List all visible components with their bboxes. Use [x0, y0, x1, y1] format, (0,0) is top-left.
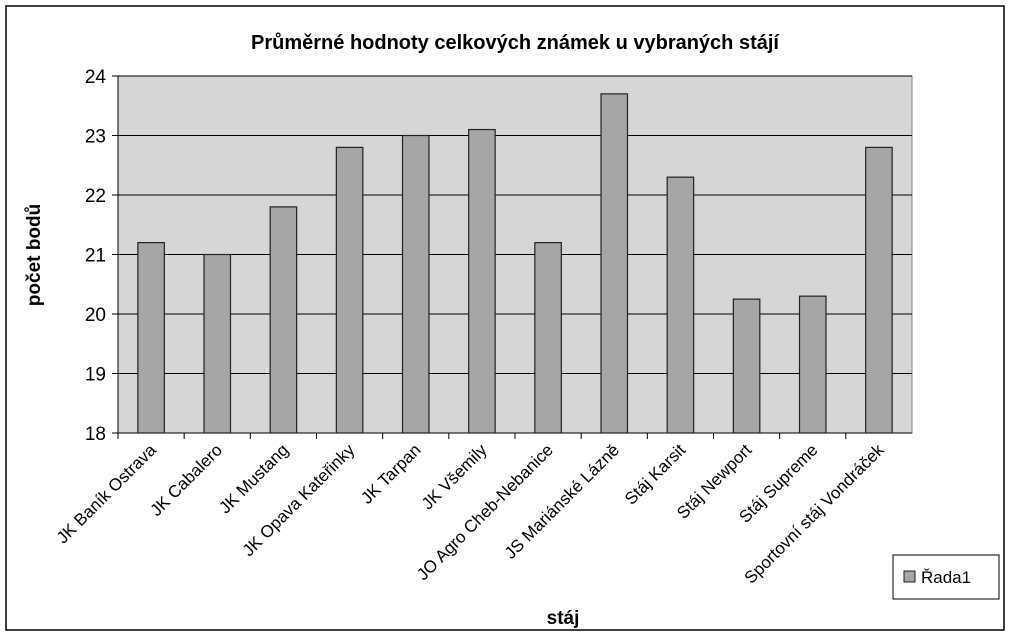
bar	[666, 176, 695, 434]
y-tick-label: 18	[85, 424, 106, 445]
y-tick-label: 22	[85, 186, 106, 207]
y-tick-label: 19	[85, 365, 106, 386]
bar	[732, 298, 761, 434]
bar	[865, 146, 893, 434]
bar	[401, 134, 430, 434]
chart-title: Průměrné hodnoty celkových známek u vybr…	[251, 32, 780, 54]
y-axis-label: počet bodů	[24, 204, 45, 306]
legend-swatch	[903, 570, 916, 583]
x-axis-label: stáj	[547, 608, 580, 629]
y-tick-label: 21	[85, 246, 106, 267]
bar	[203, 253, 232, 434]
bar	[335, 146, 364, 434]
bar	[269, 206, 298, 434]
bar	[798, 295, 827, 434]
y-tick-label: 23	[85, 127, 106, 148]
bar	[534, 242, 562, 434]
bar	[468, 128, 496, 434]
bar	[137, 242, 165, 434]
y-tick-label: 20	[85, 305, 106, 326]
legend-label: Řada1	[921, 568, 971, 587]
bar	[600, 93, 629, 434]
y-tick-label: 24	[85, 67, 107, 88]
